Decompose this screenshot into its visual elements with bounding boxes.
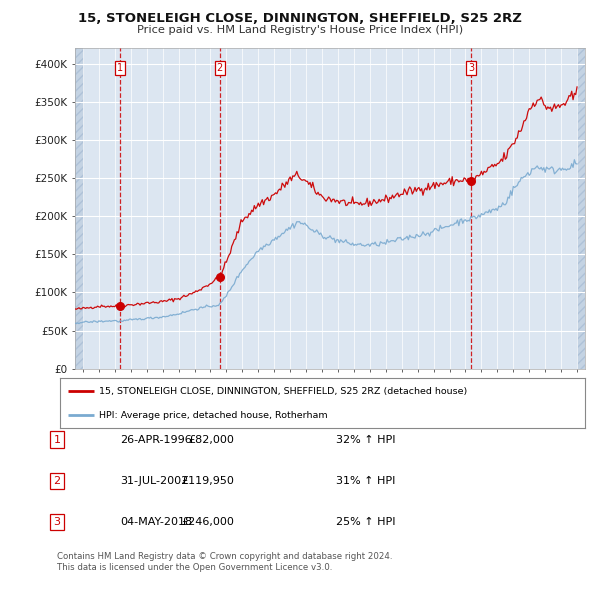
Text: 1: 1: [53, 435, 61, 444]
Text: 2: 2: [53, 476, 61, 486]
Text: Price paid vs. HM Land Registry's House Price Index (HPI): Price paid vs. HM Land Registry's House …: [137, 25, 463, 35]
Text: 26-APR-1996: 26-APR-1996: [120, 435, 192, 444]
Text: 31-JUL-2002: 31-JUL-2002: [120, 476, 188, 486]
Text: 1: 1: [117, 63, 123, 73]
Bar: [75, 48, 83, 369]
Text: 3: 3: [53, 517, 61, 527]
Text: 04-MAY-2018: 04-MAY-2018: [120, 517, 192, 527]
Text: 3: 3: [468, 63, 474, 73]
Text: 2: 2: [217, 63, 223, 73]
Text: 32% ↑ HPI: 32% ↑ HPI: [336, 435, 395, 444]
Text: 25% ↑ HPI: 25% ↑ HPI: [336, 517, 395, 527]
Text: 15, STONELEIGH CLOSE, DINNINGTON, SHEFFIELD, S25 2RZ (detached house): 15, STONELEIGH CLOSE, DINNINGTON, SHEFFI…: [100, 386, 467, 396]
Text: £246,000: £246,000: [181, 517, 234, 527]
Text: 15, STONELEIGH CLOSE, DINNINGTON, SHEFFIELD, S25 2RZ: 15, STONELEIGH CLOSE, DINNINGTON, SHEFFI…: [78, 12, 522, 25]
Text: £119,950: £119,950: [181, 476, 234, 486]
Bar: [577, 48, 585, 369]
Text: £82,000: £82,000: [188, 435, 234, 444]
Text: HPI: Average price, detached house, Rotherham: HPI: Average price, detached house, Roth…: [100, 411, 328, 419]
Text: Contains HM Land Registry data © Crown copyright and database right 2024.
This d: Contains HM Land Registry data © Crown c…: [57, 552, 392, 572]
Text: 31% ↑ HPI: 31% ↑ HPI: [336, 476, 395, 486]
